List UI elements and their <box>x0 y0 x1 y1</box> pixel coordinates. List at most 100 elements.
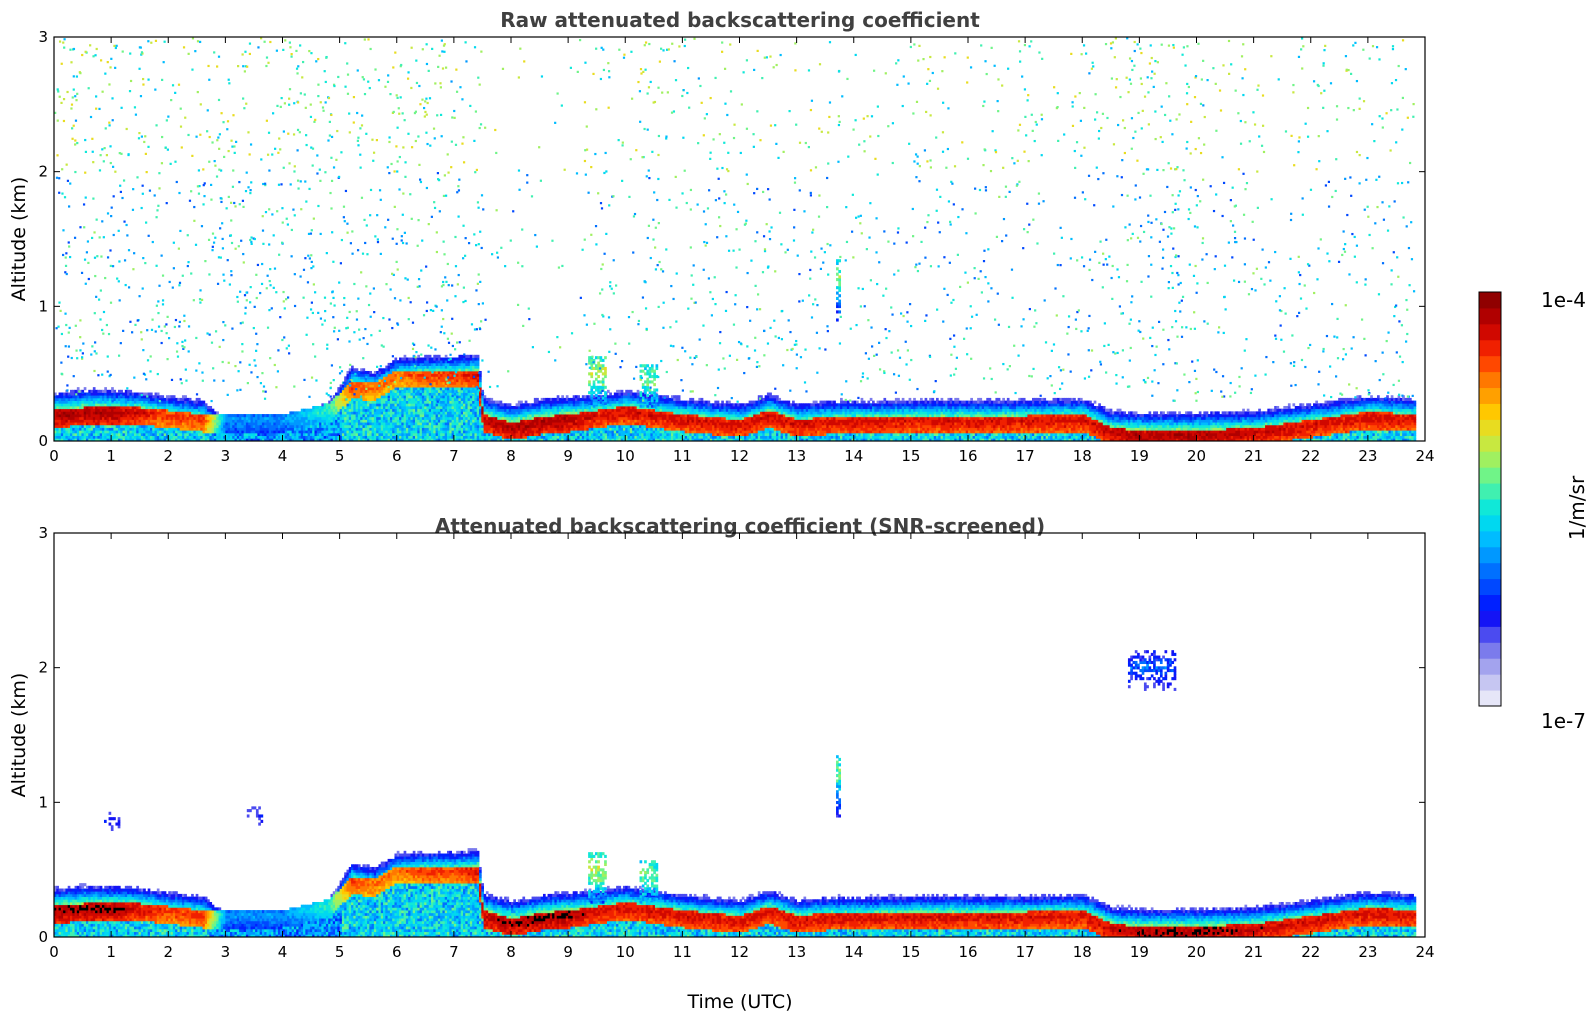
raw-cell <box>392 392 395 396</box>
raw-cell <box>545 438 548 441</box>
raw-cell <box>444 435 448 439</box>
raw-cell <box>353 424 357 428</box>
raw-cell <box>579 416 583 420</box>
raw-cell <box>558 422 562 426</box>
raw-cell <box>72 416 75 420</box>
raw-cell <box>458 414 462 418</box>
raw-cell <box>72 419 75 423</box>
raw-cell <box>353 403 357 407</box>
raw-cell <box>554 411 558 415</box>
raw-cell <box>613 430 617 434</box>
raw-cell <box>654 414 658 418</box>
raw-cell <box>188 416 192 420</box>
raw-cell <box>476 354 480 358</box>
raw-cell <box>394 362 398 366</box>
raw-cell <box>367 408 370 412</box>
raw-cell <box>442 376 446 380</box>
raw-cell <box>460 362 464 366</box>
raw-cell <box>191 438 194 441</box>
raw-cell <box>351 395 354 399</box>
raw-cell <box>360 438 363 441</box>
raw-cell <box>369 424 373 428</box>
raw-cell <box>472 354 475 358</box>
raw-cell <box>271 438 274 441</box>
raw-cell <box>195 422 199 426</box>
raw-cell <box>554 438 558 441</box>
raw-cell <box>584 408 587 412</box>
raw-cell <box>149 435 153 439</box>
raw-cell <box>474 387 478 391</box>
raw-cell <box>122 405 126 410</box>
raw-cell <box>606 411 610 415</box>
raw-cell <box>412 408 416 412</box>
raw-cell <box>234 416 238 420</box>
raw-cell <box>65 419 69 423</box>
raw-cell <box>405 370 409 375</box>
raw-cell <box>410 370 414 375</box>
raw-cell <box>593 430 596 434</box>
raw-cell <box>106 432 110 437</box>
raw-cell <box>620 416 624 420</box>
raw-cell <box>83 422 87 426</box>
raw-cell <box>474 373 478 377</box>
raw-cell <box>362 395 366 399</box>
raw-cell <box>515 411 519 415</box>
raw-cell <box>520 403 523 407</box>
raw-cell <box>209 424 213 428</box>
raw-cell <box>659 414 663 418</box>
raw-cell <box>419 381 423 385</box>
raw-cell <box>547 405 551 410</box>
raw-cell <box>636 416 640 420</box>
raw-cell <box>257 419 261 423</box>
raw-cell <box>433 387 436 391</box>
raw-cell <box>362 411 366 415</box>
raw-cell <box>209 416 213 420</box>
raw-cell <box>394 395 398 399</box>
raw-cell <box>531 438 535 441</box>
raw-cell <box>431 424 434 428</box>
raw-cell <box>561 435 564 439</box>
raw-cell <box>291 411 295 415</box>
raw-cell <box>314 411 318 415</box>
raw-cell <box>424 419 427 423</box>
raw-cell <box>188 422 192 426</box>
raw-cell <box>428 408 432 412</box>
raw-cell <box>652 422 656 426</box>
raw-cell <box>497 411 500 415</box>
raw-cell <box>111 405 114 410</box>
raw-cell <box>437 432 441 437</box>
raw-cell <box>588 395 592 399</box>
raw-cell <box>97 430 101 434</box>
raw-cell <box>476 414 480 418</box>
raw-cell <box>392 403 395 407</box>
raw-cell <box>634 414 638 418</box>
raw-cell <box>643 424 647 428</box>
raw-cell <box>364 381 368 385</box>
raw-cell <box>353 379 357 383</box>
raw-cell <box>545 419 548 423</box>
raw-cell <box>431 384 434 388</box>
raw-cell <box>367 400 370 404</box>
raw-cell <box>513 422 516 426</box>
raw-cell <box>337 419 341 423</box>
raw-cell <box>613 427 617 431</box>
raw-cell <box>458 387 462 391</box>
raw-cell <box>303 419 306 423</box>
raw-cell <box>433 408 436 412</box>
raw-cell <box>460 354 464 358</box>
raw-cell <box>424 381 427 385</box>
raw-cell <box>392 395 395 399</box>
raw-cell <box>191 416 194 420</box>
raw-cell <box>428 368 432 372</box>
raw-cell <box>255 435 258 439</box>
raw-cell <box>348 430 352 434</box>
raw-cell <box>332 411 336 415</box>
raw-cell <box>355 408 359 412</box>
raw-cell <box>458 408 462 412</box>
raw-cell <box>638 419 642 423</box>
raw-cell <box>659 403 663 407</box>
raw-cell <box>561 438 564 441</box>
raw-cell <box>465 422 468 426</box>
raw-cell <box>437 435 441 439</box>
raw-cell <box>524 414 528 418</box>
